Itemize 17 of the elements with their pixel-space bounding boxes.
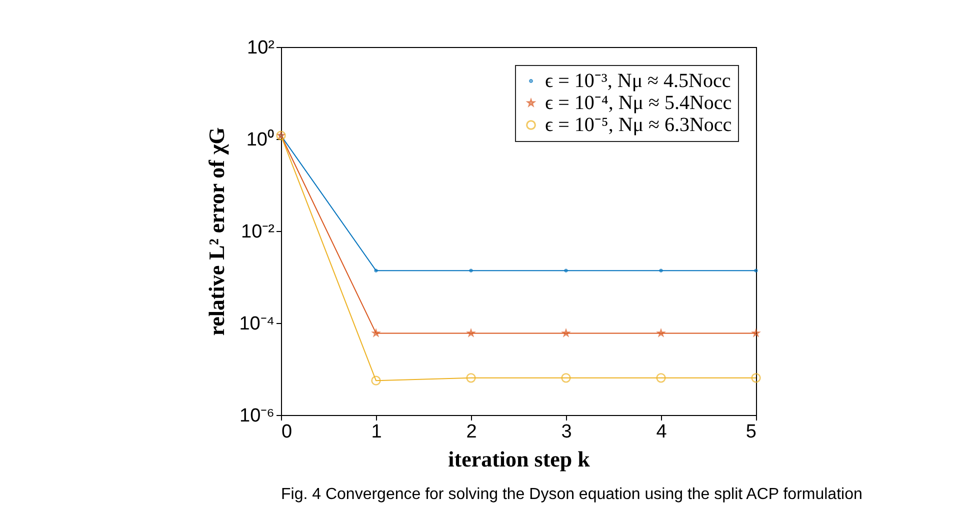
x-tick-label: 5 [746,422,756,442]
x-tick-label: 3 [561,422,572,442]
legend-label: ϵ = 10⁻⁵, Nμ ≈ 6.3Nocc [545,114,732,136]
x-axis-title: iteration step k [448,446,591,472]
x-tick-label: 4 [656,422,668,442]
y-axis-title: relative L² error of χG [204,127,230,336]
y-tick-label: 10⁻² [241,222,274,242]
legend-label: ϵ = 10⁻⁴, Nμ ≈ 5.4Nocc [545,92,732,114]
legend-label: ϵ = 10⁻³, Nμ ≈ 4.5Nocc [545,70,731,92]
caption: Fig. 4 Convergence for solving the Dyson equation using the split ACP formulation [281,486,862,503]
y-tick-label: 10⁻⁴ [239,314,274,334]
x-tick-label: 0 [282,422,292,442]
x-tick-label: 1 [371,422,382,442]
y-tick-label: 10² [247,38,274,58]
y-tick-label: 10⁻⁶ [240,406,274,426]
y-tick-label: 10⁰ [246,128,274,150]
x-tick-label: 2 [466,422,477,442]
